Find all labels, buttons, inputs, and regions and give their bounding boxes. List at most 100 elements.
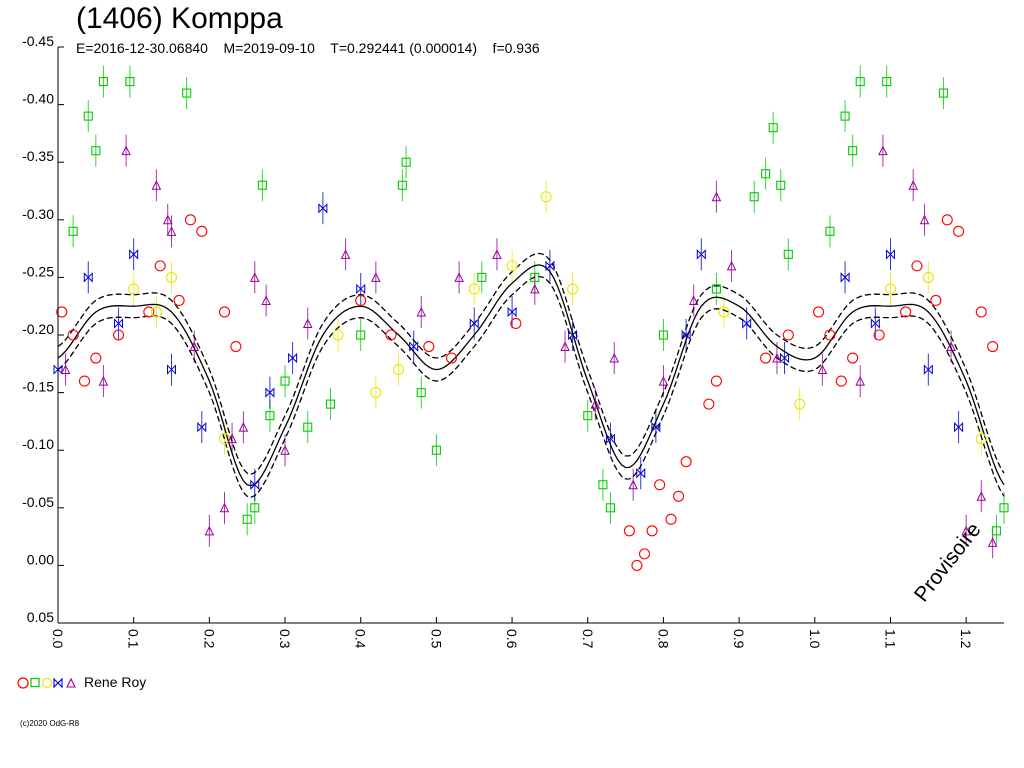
data-point bbox=[772, 352, 782, 363]
data-point bbox=[423, 340, 435, 353]
data-point bbox=[332, 329, 344, 341]
data-point bbox=[658, 330, 668, 340]
data-point bbox=[56, 306, 68, 318]
data-point bbox=[154, 260, 166, 272]
data-point bbox=[908, 180, 918, 190]
data-point bbox=[658, 375, 669, 386]
y-tick-label: 0.05 bbox=[27, 609, 54, 625]
data-point bbox=[238, 422, 249, 432]
data-point bbox=[760, 352, 772, 364]
fit-curve-mean bbox=[57, 264, 1005, 487]
data-point bbox=[631, 559, 643, 571]
data-point bbox=[340, 249, 351, 259]
data-point bbox=[636, 468, 646, 479]
data-point bbox=[530, 272, 540, 282]
legend: Rene Roy bbox=[16, 674, 146, 690]
data-point bbox=[654, 479, 666, 491]
data-point bbox=[128, 283, 140, 295]
error-bars bbox=[57, 65, 1005, 559]
x-tick-label: 1.2 bbox=[958, 629, 974, 649]
data-point bbox=[870, 318, 880, 329]
data-point bbox=[67, 329, 79, 341]
data-point bbox=[975, 433, 987, 445]
y-tick-label: -0.30 bbox=[22, 206, 54, 222]
y-tick-label: 0.00 bbox=[27, 551, 54, 567]
data-point bbox=[835, 375, 847, 387]
x-tick-label: 0.8 bbox=[655, 629, 671, 649]
data-point bbox=[987, 340, 999, 353]
x-tick-label: 0.5 bbox=[428, 629, 444, 649]
data-point bbox=[665, 513, 677, 525]
data-point bbox=[90, 352, 102, 364]
data-point bbox=[492, 249, 502, 259]
x-tick-label: 1.1 bbox=[882, 629, 898, 649]
data-point bbox=[167, 364, 177, 375]
data-point bbox=[166, 226, 177, 236]
y-tick-label: -0.15 bbox=[22, 379, 54, 395]
y-tick-label: -0.35 bbox=[22, 148, 54, 164]
data-point bbox=[930, 294, 942, 306]
data-point bbox=[416, 388, 426, 398]
data-point bbox=[783, 249, 793, 259]
data-point bbox=[884, 283, 897, 295]
data-point bbox=[768, 123, 778, 133]
data-point bbox=[469, 318, 479, 329]
x-tick-label: 0.7 bbox=[580, 629, 596, 649]
data-point bbox=[681, 329, 691, 341]
legend-observer: Rene Roy bbox=[84, 674, 147, 690]
data-point bbox=[356, 330, 366, 340]
data-point bbox=[219, 502, 230, 513]
data-point bbox=[605, 433, 615, 444]
data-point bbox=[560, 341, 570, 352]
x-tick-label: 0.6 bbox=[504, 629, 520, 649]
data-point bbox=[125, 77, 135, 87]
data-point bbox=[83, 111, 93, 121]
data-point bbox=[813, 306, 825, 318]
data-point bbox=[598, 480, 608, 490]
copyright-note: (c)2020 OdG-R8 bbox=[20, 719, 80, 728]
y-tick-label: -0.20 bbox=[22, 321, 54, 337]
data-point bbox=[882, 77, 892, 87]
y-tick-label: -0.45 bbox=[22, 33, 54, 49]
data-point bbox=[954, 421, 964, 433]
data-point bbox=[922, 271, 934, 283]
data-point bbox=[218, 433, 231, 445]
data-point bbox=[673, 490, 685, 502]
data-point bbox=[885, 249, 895, 260]
data-point bbox=[445, 352, 458, 364]
y-tick-label: -0.25 bbox=[22, 263, 54, 279]
data-point bbox=[688, 295, 699, 305]
data-point bbox=[794, 398, 806, 410]
data-point bbox=[776, 180, 786, 190]
data-point bbox=[726, 260, 737, 271]
data-point bbox=[923, 364, 933, 375]
y-tick-label: -0.05 bbox=[22, 494, 54, 510]
data-point bbox=[540, 191, 552, 203]
data-point bbox=[325, 399, 335, 409]
data-point bbox=[393, 364, 405, 376]
data-point bbox=[855, 77, 865, 87]
data-point bbox=[150, 306, 162, 318]
data-point bbox=[609, 352, 620, 363]
data-point bbox=[938, 88, 949, 98]
x-tick-label: 0.2 bbox=[201, 629, 217, 649]
data-point bbox=[946, 341, 956, 352]
data-point bbox=[385, 329, 397, 341]
data-point bbox=[953, 225, 965, 237]
data-point bbox=[162, 214, 173, 225]
data-point bbox=[919, 214, 930, 225]
fit-curve-lower bbox=[57, 275, 1005, 498]
data-point bbox=[184, 214, 196, 226]
data-point bbox=[196, 225, 208, 237]
x-tick-label: 0.9 bbox=[731, 629, 747, 649]
data-point bbox=[568, 329, 578, 341]
data-point bbox=[651, 421, 661, 433]
data-point bbox=[711, 191, 722, 202]
data-point bbox=[506, 260, 518, 272]
data-point bbox=[941, 214, 953, 226]
data-point bbox=[303, 422, 313, 432]
data-point bbox=[605, 503, 616, 513]
data-point bbox=[817, 364, 828, 375]
data-point bbox=[409, 341, 419, 352]
data-point bbox=[468, 283, 480, 295]
